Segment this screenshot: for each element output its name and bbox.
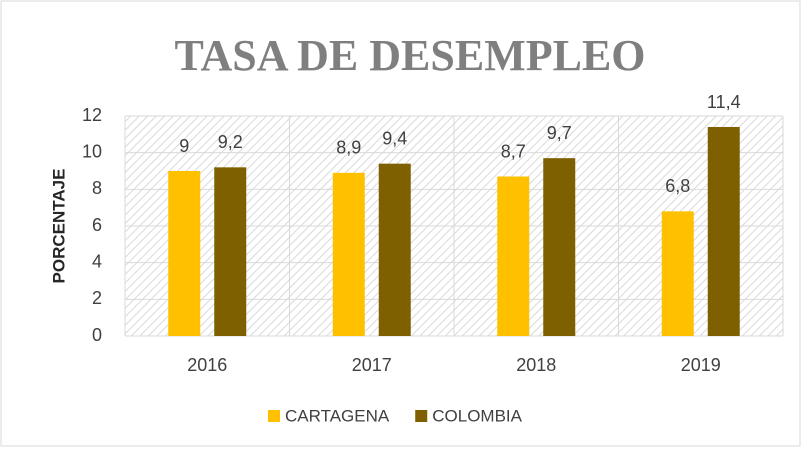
x-tick-label: 2019 [681,355,721,375]
x-tick-label: 2016 [187,355,227,375]
bar [497,176,530,336]
data-label: 9,7 [547,123,572,143]
y-tick-label: 8 [92,178,102,198]
data-label: 8,9 [336,138,361,158]
bar [661,211,694,336]
data-label: 11,4 [707,92,741,112]
bar [332,172,365,336]
y-tick-label: 4 [92,251,102,271]
y-tick-label: 0 [92,325,102,345]
bar [707,127,740,336]
legend-label: COLOMBIA [432,406,522,425]
data-label: 9,2 [218,132,243,152]
y-tick-label: 6 [92,215,102,235]
data-label: 6,8 [665,176,690,196]
bar [543,158,576,336]
y-tick-label: 10 [82,141,102,161]
legend-label: CARTAGENA [285,406,390,425]
x-tick-label: 2018 [516,355,556,375]
y-tick-label: 12 [82,105,102,125]
bar [214,167,247,336]
data-label: 9 [179,136,189,156]
data-label: 9,4 [382,128,407,148]
bar [168,171,201,336]
bar [378,163,411,336]
chart-title: TASA DE DESEMPLEO [174,31,645,80]
legend-swatch [415,410,428,422]
y-tick-label: 2 [92,288,102,308]
data-label: 8,7 [501,141,526,161]
y-axis-label: PORCENTAJE [49,169,68,284]
x-tick-label: 2017 [352,355,392,375]
legend-swatch [268,410,280,422]
